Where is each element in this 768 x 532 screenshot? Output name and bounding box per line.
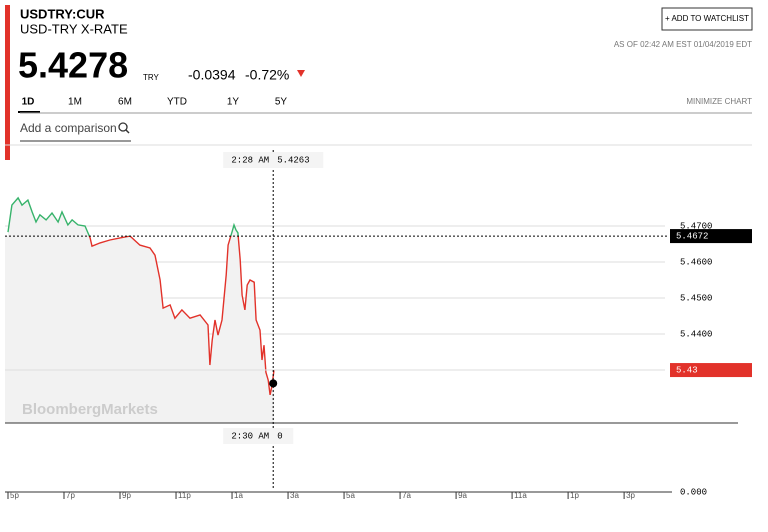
previous-close-label: 5.4672 xyxy=(676,231,708,241)
x-tick-label: 1a xyxy=(234,491,243,500)
crosshair-dot xyxy=(269,379,278,388)
area-fill xyxy=(8,197,275,423)
tab[interactable]: 1M xyxy=(68,97,82,108)
x-tick-label: 7p xyxy=(66,491,75,500)
crosshair-value: 5.4263 xyxy=(277,155,309,165)
down-arrow xyxy=(297,70,305,77)
previous-close-box xyxy=(670,229,752,244)
minimize-chart[interactable]: MINIMIZE CHART xyxy=(686,97,752,106)
volume-axis-label: 0.000 xyxy=(680,487,707,497)
x-tick-label: 5p xyxy=(10,491,19,500)
ticker: USDTRY:CUR xyxy=(20,6,105,21)
as-of: AS OF 02:42 AM EST 01/04/2019 EDT xyxy=(614,40,752,49)
price-line xyxy=(7,196,275,396)
tab[interactable]: 6M xyxy=(118,97,132,108)
x-tick-label: 7a xyxy=(402,491,411,500)
search-icon[interactable] xyxy=(118,122,128,132)
x-tick-label: 11a xyxy=(514,491,527,500)
crosshair-volume-time: 2:30 AM xyxy=(231,431,269,441)
y-tick-label: 5.4400 xyxy=(680,329,712,339)
crosshair-label-bg xyxy=(223,152,324,168)
watchlist-button[interactable] xyxy=(661,7,753,31)
accent-bar xyxy=(5,5,10,160)
watchlist-label[interactable]: + ADD TO WATCHLIST xyxy=(665,14,749,23)
change: -0.0394 xyxy=(188,67,236,83)
comparison-input[interactable]: Add a comparison xyxy=(20,121,117,135)
price: 5.4278 xyxy=(18,45,128,86)
x-tick-label: 3a xyxy=(290,491,299,500)
y-tick-label: 5.4700 xyxy=(680,221,712,231)
x-tick-label: 9a xyxy=(458,491,467,500)
x-tick-label: 9p xyxy=(122,491,131,500)
search-icon-handle xyxy=(125,129,130,134)
tab[interactable]: YTD xyxy=(167,97,187,108)
last-value-box xyxy=(670,363,752,378)
tab[interactable]: 1D xyxy=(22,97,35,108)
change-percent: -0.72% xyxy=(245,67,289,83)
watermark: BloombergMarkets xyxy=(22,401,158,418)
crosshair-time: 2:28 AM xyxy=(231,155,269,165)
crosshair-volume-bg xyxy=(223,428,294,444)
instrument-name: USD-TRY X-RATE xyxy=(20,21,128,36)
left-fill xyxy=(5,236,8,423)
y-tick-label: 5.4500 xyxy=(680,293,712,303)
x-tick-label: 11p xyxy=(178,491,191,500)
tab[interactable]: 5Y xyxy=(275,97,288,108)
crosshair-volume: 0 xyxy=(277,431,282,441)
last-value-label: 5.43 xyxy=(676,365,698,375)
tab[interactable]: 1Y xyxy=(227,97,240,108)
x-tick-label: 1p xyxy=(570,491,579,500)
y-tick-label: 5.4600 xyxy=(680,257,712,267)
x-tick-label: 5a xyxy=(346,491,355,500)
x-tick-label: 3p xyxy=(626,491,635,500)
currency: TRY xyxy=(143,73,160,82)
